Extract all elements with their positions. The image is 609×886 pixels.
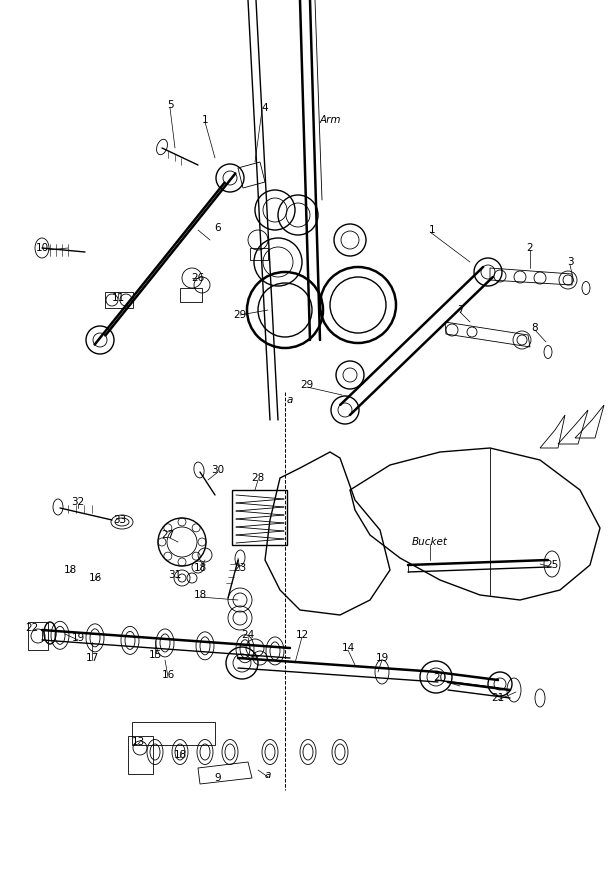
Text: 16: 16 <box>88 573 102 583</box>
Text: 18: 18 <box>194 590 206 600</box>
Text: 1: 1 <box>429 225 435 235</box>
Text: 8: 8 <box>532 323 538 333</box>
Text: 21: 21 <box>491 693 505 703</box>
Text: 11: 11 <box>111 293 125 303</box>
Text: 19: 19 <box>71 633 85 643</box>
Text: 18: 18 <box>174 750 186 760</box>
Bar <box>232 490 287 545</box>
Text: 5: 5 <box>167 100 174 110</box>
Text: a: a <box>265 770 271 780</box>
Text: 9: 9 <box>215 773 221 783</box>
Text: 28: 28 <box>252 473 265 483</box>
Text: 14: 14 <box>342 643 354 653</box>
Text: 24: 24 <box>241 630 255 640</box>
Text: 12: 12 <box>295 630 309 640</box>
Text: 25: 25 <box>546 560 558 570</box>
Text: 33: 33 <box>113 515 127 525</box>
Bar <box>128 736 153 774</box>
Text: 6: 6 <box>215 223 221 233</box>
Text: 18: 18 <box>63 565 77 575</box>
Text: 31: 31 <box>168 570 181 580</box>
Text: 17: 17 <box>85 653 99 663</box>
Text: 13: 13 <box>132 737 144 747</box>
Text: 20: 20 <box>434 673 446 683</box>
Text: 29: 29 <box>233 310 247 320</box>
Text: 26: 26 <box>191 273 205 283</box>
Bar <box>250 248 268 260</box>
Text: 15: 15 <box>149 650 161 660</box>
Text: 27: 27 <box>161 530 175 540</box>
Text: 4: 4 <box>262 103 269 113</box>
Text: 3: 3 <box>567 257 573 267</box>
Text: 23: 23 <box>233 563 247 573</box>
Text: 29: 29 <box>300 380 314 390</box>
Text: 1: 1 <box>202 115 208 125</box>
Text: 16: 16 <box>161 670 175 680</box>
Bar <box>180 288 202 302</box>
Text: 7: 7 <box>457 305 463 315</box>
Text: 10: 10 <box>35 243 49 253</box>
Text: 18: 18 <box>194 563 206 573</box>
Bar <box>105 292 133 308</box>
Text: 30: 30 <box>211 465 225 475</box>
Text: Arm: Arm <box>319 115 341 125</box>
Text: 22: 22 <box>26 623 38 633</box>
Text: Bucket: Bucket <box>412 537 448 547</box>
Text: a: a <box>287 395 293 405</box>
Bar <box>28 622 48 650</box>
Text: 19: 19 <box>375 653 389 663</box>
Text: 2: 2 <box>527 243 533 253</box>
Text: 32: 32 <box>71 497 85 507</box>
